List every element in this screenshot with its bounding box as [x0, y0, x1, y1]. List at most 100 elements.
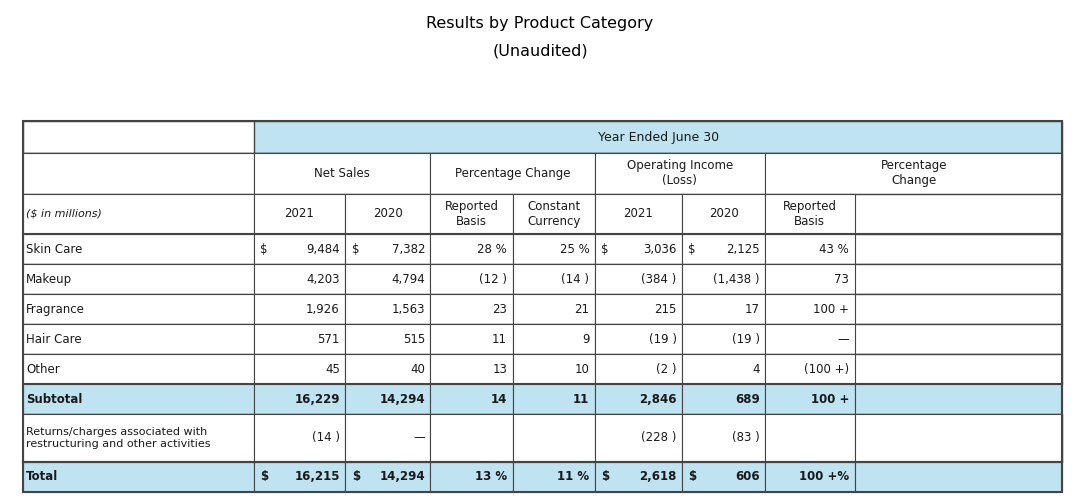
Text: 2,846: 2,846	[639, 392, 676, 405]
Bar	[595, 462, 681, 491]
Bar	[681, 354, 765, 384]
Bar	[854, 384, 1063, 414]
Text: (19 ): (19 )	[649, 332, 676, 346]
Bar	[765, 462, 854, 491]
Bar	[681, 324, 765, 354]
Bar	[23, 324, 1063, 354]
Text: 11: 11	[573, 392, 590, 405]
Text: $: $	[260, 470, 268, 483]
Text: 25 %: 25 %	[559, 243, 590, 256]
Bar	[346, 294, 431, 324]
Bar	[23, 384, 254, 414]
Bar	[765, 324, 854, 354]
Bar	[595, 264, 681, 294]
Bar	[254, 324, 346, 354]
Text: Operating Income
(Loss): Operating Income (Loss)	[626, 159, 733, 188]
Bar	[346, 354, 431, 384]
Text: 1,926: 1,926	[306, 303, 340, 316]
Text: 515: 515	[403, 332, 426, 346]
Bar	[595, 354, 681, 384]
Bar	[765, 234, 854, 264]
Bar	[23, 194, 254, 234]
Text: Makeup: Makeup	[26, 273, 72, 286]
Bar	[595, 384, 681, 414]
Text: 23: 23	[492, 303, 508, 316]
Text: ($ in millions): ($ in millions)	[26, 209, 102, 219]
Bar	[23, 194, 1063, 234]
Bar	[431, 264, 513, 294]
Bar	[513, 354, 595, 384]
Text: $: $	[602, 243, 609, 256]
Bar	[23, 264, 254, 294]
Text: Percentage
Change: Percentage Change	[880, 159, 947, 188]
Text: 11 %: 11 %	[557, 470, 590, 483]
Text: 28 %: 28 %	[477, 243, 508, 256]
Text: 40: 40	[410, 363, 426, 376]
Bar	[23, 462, 254, 491]
Text: 100 +: 100 +	[813, 303, 849, 316]
Text: 100 +: 100 +	[811, 392, 849, 405]
Text: Returns/charges associated with
restructuring and other activities: Returns/charges associated with restruct…	[26, 427, 211, 449]
Text: 2021: 2021	[623, 207, 653, 220]
Text: 2020: 2020	[373, 207, 403, 220]
Bar	[254, 153, 431, 194]
Bar	[346, 234, 431, 264]
Bar	[23, 294, 254, 324]
Text: Reported
Basis: Reported Basis	[783, 200, 837, 228]
Bar	[765, 414, 854, 462]
Bar	[254, 414, 346, 462]
Bar	[254, 294, 346, 324]
Bar	[765, 194, 854, 234]
Bar	[765, 354, 854, 384]
Text: (Unaudited): (Unaudited)	[492, 44, 588, 59]
Text: (19 ): (19 )	[732, 332, 759, 346]
Text: 11: 11	[492, 332, 508, 346]
Bar	[431, 354, 513, 384]
Text: Total: Total	[26, 470, 58, 483]
Text: $: $	[260, 243, 268, 256]
Text: 4,203: 4,203	[307, 273, 340, 286]
Bar	[431, 324, 513, 354]
Text: 21: 21	[575, 303, 590, 316]
Text: 10: 10	[575, 363, 590, 376]
Text: $: $	[602, 470, 609, 483]
Bar	[23, 234, 1063, 264]
Bar	[254, 234, 346, 264]
Text: 2020: 2020	[708, 207, 739, 220]
Text: 4: 4	[753, 363, 759, 376]
Bar	[431, 462, 513, 491]
Bar	[681, 234, 765, 264]
Text: 7,382: 7,382	[392, 243, 426, 256]
Text: Fragrance: Fragrance	[26, 303, 85, 316]
Bar	[23, 462, 1063, 491]
Bar	[595, 153, 765, 194]
Text: 4,794: 4,794	[391, 273, 426, 286]
Text: $: $	[352, 243, 360, 256]
Text: —: —	[414, 432, 426, 444]
Text: Other: Other	[26, 363, 59, 376]
Text: Reported
Basis: Reported Basis	[445, 200, 499, 228]
Text: (100 +): (100 +)	[804, 363, 849, 376]
Text: 73: 73	[834, 273, 849, 286]
Text: (1,438 ): (1,438 )	[713, 273, 759, 286]
Text: 571: 571	[318, 332, 340, 346]
Text: (2 ): (2 )	[657, 363, 676, 376]
Text: 45: 45	[325, 363, 340, 376]
Bar	[431, 153, 595, 194]
Bar	[23, 354, 254, 384]
Text: 14,294: 14,294	[379, 392, 426, 405]
Bar	[254, 264, 346, 294]
Bar	[254, 384, 346, 414]
Text: (228 ): (228 )	[642, 432, 676, 444]
Text: 100 +%: 100 +%	[799, 470, 849, 483]
Bar	[254, 354, 346, 384]
Bar	[23, 264, 1063, 294]
Text: 606: 606	[735, 470, 759, 483]
Text: 689: 689	[735, 392, 759, 405]
Text: Hair Care: Hair Care	[26, 332, 82, 346]
Bar	[23, 121, 254, 153]
Text: 9: 9	[582, 332, 590, 346]
Text: Percentage Change: Percentage Change	[455, 167, 570, 180]
Bar	[431, 414, 513, 462]
Bar	[681, 384, 765, 414]
